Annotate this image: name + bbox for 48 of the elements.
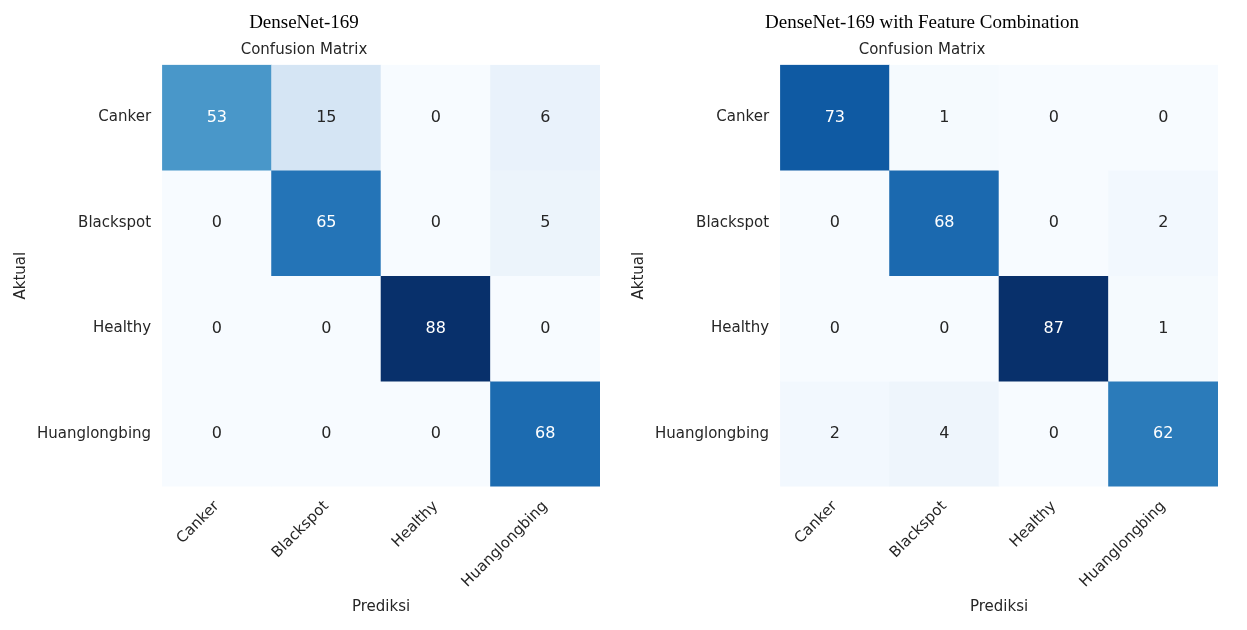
data-label: 5 xyxy=(540,212,551,232)
data-label: 6 xyxy=(540,106,551,126)
data-label: 0 xyxy=(1048,212,1059,232)
data-label: 0 xyxy=(321,317,332,337)
data-label: 0 xyxy=(211,423,222,443)
y-tick-label: Canker xyxy=(716,107,770,126)
data-label: 88 xyxy=(425,317,446,337)
data-label: 0 xyxy=(430,423,441,443)
data-label: 4 xyxy=(939,423,950,443)
data-label: 0 xyxy=(540,317,551,337)
data-label: 62 xyxy=(1153,423,1174,443)
data-label: 68 xyxy=(535,423,556,443)
data-label: 0 xyxy=(939,317,950,337)
chart-subtitle: Confusion Matrix xyxy=(240,39,368,58)
data-label: 0 xyxy=(430,106,441,126)
data-label: 1 xyxy=(939,106,950,126)
data-label: 0 xyxy=(321,423,332,443)
y-tick-label: Huanglongbing xyxy=(654,423,770,442)
data-label: 0 xyxy=(211,317,222,337)
y-axis-title: Aktual xyxy=(10,251,29,300)
data-label: 65 xyxy=(316,212,337,232)
chart-subtitle: Confusion Matrix xyxy=(858,39,986,58)
data-label: 2 xyxy=(1158,212,1169,232)
x-axis-title: Prediksi xyxy=(351,596,411,615)
data-label: 0 xyxy=(829,212,840,232)
y-tick-label: Canker xyxy=(98,107,152,126)
y-tick-label: Blackspot xyxy=(78,212,152,231)
y-axis-title: Aktual xyxy=(628,251,647,300)
data-label: 15 xyxy=(316,106,337,126)
data-label: 1 xyxy=(1158,317,1169,337)
data-label: 0 xyxy=(1048,106,1059,126)
y-tick-label: Healthy xyxy=(710,318,770,337)
data-label: 0 xyxy=(1158,106,1169,126)
chart-title: DenseNet-169 with Feature Combination xyxy=(765,11,1080,33)
data-label: 0 xyxy=(1048,423,1059,443)
data-label: 73 xyxy=(824,106,846,126)
y-tick-label: Blackspot xyxy=(696,212,770,231)
data-label: 53 xyxy=(206,106,228,126)
data-label: 68 xyxy=(934,212,955,232)
data-label: 0 xyxy=(430,212,441,232)
data-label: 2 xyxy=(829,423,840,443)
chart-title: DenseNet-169 xyxy=(249,11,359,33)
y-tick-label: Huanglongbing xyxy=(36,423,152,442)
y-tick-label: Healthy xyxy=(92,318,152,337)
data-label: 0 xyxy=(829,317,840,337)
x-axis-title: Prediksi xyxy=(969,596,1029,615)
data-label: 0 xyxy=(211,212,222,232)
data-label: 87 xyxy=(1043,317,1064,337)
